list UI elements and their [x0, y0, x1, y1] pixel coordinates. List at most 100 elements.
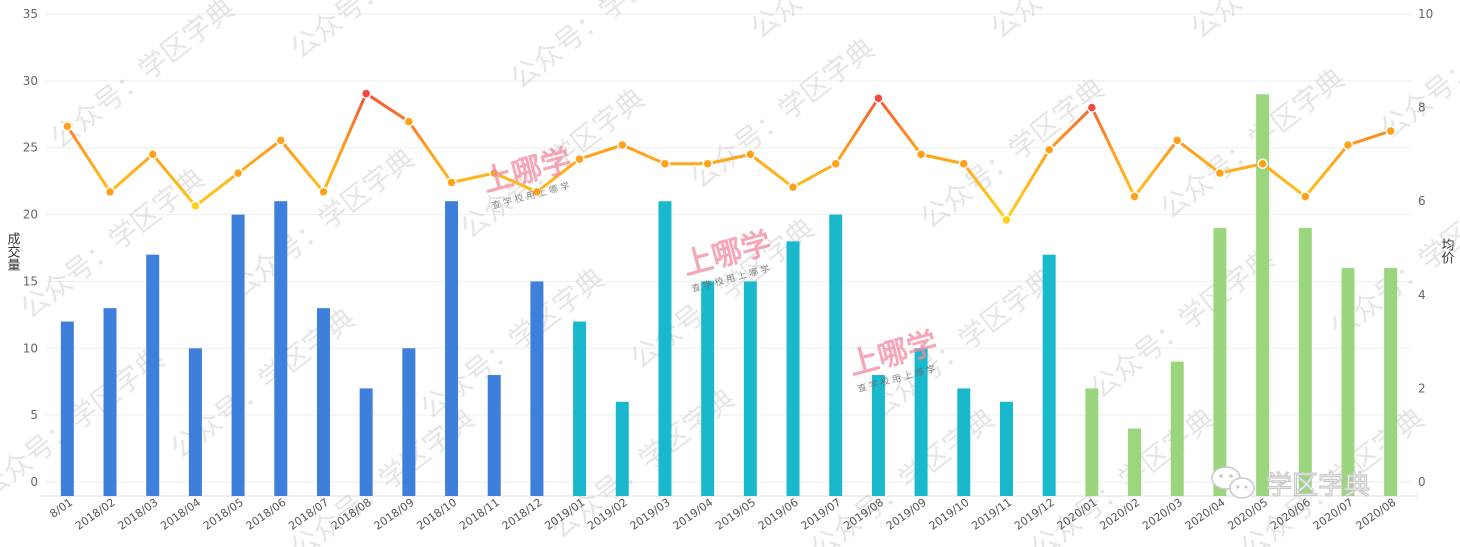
bar-2018-08 — [359, 388, 373, 496]
price-point-2019-11 — [1001, 214, 1012, 226]
price-point-2018-07 — [318, 186, 329, 198]
right-axis-title: 均价 — [1439, 238, 1455, 264]
x-tick-label-2020-08: 2020/08 — [1353, 496, 1398, 533]
watermark-text: 公众号：学区字典 — [1184, 0, 1381, 46]
x-tick-label-2020-04: 2020/04 — [1183, 496, 1228, 533]
price-point-2019-07 — [830, 158, 841, 170]
bar-2019-11 — [999, 401, 1013, 496]
points-layer — [62, 88, 1396, 226]
bar-2020-01 — [1085, 388, 1099, 496]
x-tick-label-8-01: 8/01 — [47, 496, 75, 521]
x-tick-label-2019-06: 2019/06 — [756, 496, 801, 533]
bar-2018-01 — [60, 321, 74, 496]
bar-2019-06 — [786, 241, 800, 496]
brand-name: 学区字典 — [1266, 471, 1370, 501]
left-tick-label-5: 5 — [30, 408, 38, 422]
price-point-2019-03 — [659, 158, 671, 170]
bar-2018-04 — [188, 348, 202, 496]
bar-2019-07 — [829, 214, 843, 497]
left-axis-layer: 0 5 10 15 20 25 30 35 — [23, 7, 38, 489]
x-tick-label-2018-10: 2018/10 — [414, 496, 459, 533]
price-line — [66, 92, 1392, 222]
x-tick-label-2018-11: 2018/11 — [457, 496, 502, 533]
bar-2020-08 — [1384, 268, 1398, 496]
brand-watermark: 学区字典 — [1211, 466, 1371, 502]
bar-2020-03 — [1170, 361, 1184, 496]
bar-2019-03 — [658, 201, 672, 496]
right-axis-layer: 0 2 4 6 8 10 — [1418, 7, 1433, 489]
bar-2019-04 — [701, 281, 715, 496]
right-tick-label-10: 10 — [1418, 7, 1433, 21]
bar-2020-05 — [1256, 94, 1270, 496]
bar-2018-07 — [316, 308, 330, 496]
bar-2019-01 — [573, 321, 587, 496]
watermark-text: 公众号：学区字典 — [984, 0, 1181, 46]
watermark-text: 公众号：学区字典 — [1374, 0, 1460, 146]
left-tick-label-20: 20 — [23, 208, 38, 222]
price-point-2020-04 — [1214, 167, 1226, 179]
bar-2018-05 — [231, 214, 245, 497]
watermark-text: 公众号：学区字典 — [284, 0, 481, 66]
x-tick-label-2018-04: 2018/04 — [158, 496, 203, 533]
price-point-2020-03 — [1171, 135, 1183, 146]
bar-2019-05 — [743, 281, 757, 496]
x-tick-label-2018-02: 2018/02 — [73, 496, 118, 533]
price-point-2020-08 — [1385, 125, 1396, 137]
price-point-2020-06 — [1300, 191, 1311, 202]
price-point-2019-06 — [787, 181, 799, 193]
bar-2018-03 — [146, 254, 160, 496]
right-tick-label-0: 0 — [1418, 475, 1426, 489]
x-tick-label-2019-04: 2019/04 — [670, 496, 715, 533]
price-point-2019-08 — [873, 92, 884, 104]
watermark-text: 公众号：学区字典 — [14, 162, 211, 326]
left-axis-title-text: 成交量 — [5, 232, 21, 271]
price-point-2019-05 — [745, 149, 756, 160]
price-point-2019-10 — [958, 158, 970, 170]
bar-2019-12 — [1042, 254, 1056, 496]
left-tick-label-30: 30 — [23, 74, 38, 88]
bar-2020-07 — [1341, 268, 1355, 496]
x-tick-label-2019-05: 2019/05 — [713, 496, 758, 533]
bar-2019-02 — [615, 401, 629, 496]
x-tick-label-2019-03: 2019/03 — [628, 496, 673, 533]
price-point-2018-09 — [403, 116, 415, 127]
right-tick-label-6: 6 — [1418, 194, 1426, 208]
price-point-2018-12 — [531, 186, 543, 198]
x-tick-label-2019-10: 2019/10 — [927, 496, 972, 533]
bar-2020-06 — [1298, 227, 1312, 496]
price-point-2018-06 — [275, 135, 287, 146]
price-point-2018-10 — [446, 177, 457, 188]
price-point-2020-02 — [1129, 191, 1140, 202]
line-layer — [66, 92, 1392, 222]
left-axis-title: 成交量 — [5, 232, 21, 271]
price-point-2018-01 — [62, 121, 73, 132]
price-point-2020-05 — [1257, 158, 1268, 170]
price-point-2018-08 — [360, 88, 372, 99]
left-tick-label-25: 25 — [23, 141, 38, 155]
price-point-2019-02 — [617, 139, 628, 151]
bar-2020-04 — [1213, 227, 1227, 496]
x-tick-label-2018-03: 2018/03 — [116, 496, 161, 533]
bar-2018-12 — [530, 281, 544, 496]
right-tick-label-8: 8 — [1418, 101, 1426, 115]
price-point-2018-03 — [147, 149, 158, 160]
right-axis-title-text: 均价 — [1439, 238, 1455, 264]
bar-2020-02 — [1128, 428, 1142, 496]
wechat-icon — [1211, 466, 1255, 499]
price-point-2018-04 — [190, 200, 201, 212]
x-tick-label-2018-12: 2018/12 — [500, 496, 545, 533]
x-tick-label-2020-03: 2020/03 — [1140, 496, 1185, 533]
left-tick-label-35: 35 — [23, 7, 38, 21]
right-tick-label-2: 2 — [1418, 381, 1426, 395]
price-point-2019-12 — [1043, 144, 1055, 155]
grid-layer — [40, 13, 1418, 497]
bar-2018-09 — [402, 348, 416, 496]
bars-layer — [60, 94, 1398, 497]
watermark-text: 公众号：学区字典 — [44, 0, 241, 156]
x-tick-label-2018-05: 2018/05 — [201, 496, 246, 533]
bar-2018-10 — [445, 201, 459, 496]
